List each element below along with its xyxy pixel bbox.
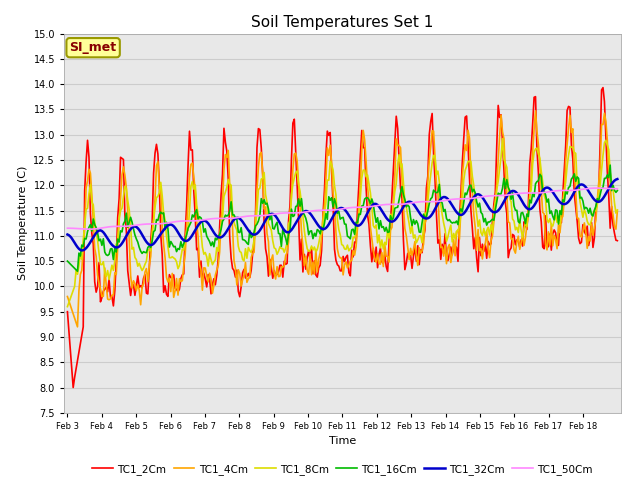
TC1_2Cm: [63, 309, 71, 314]
TC1_16Cm: [74, 268, 81, 274]
TC1_16Cm: [612, 190, 620, 195]
TC1_50Cm: [612, 186, 620, 192]
TC1_2Cm: [84, 137, 92, 143]
TC1_8Cm: [614, 207, 621, 213]
TC1_50Cm: [348, 204, 356, 210]
TC1_2Cm: [599, 85, 607, 91]
TC1_2Cm: [457, 191, 465, 197]
TC1_32Cm: [614, 176, 621, 182]
TC1_50Cm: [457, 196, 465, 202]
X-axis label: Time: Time: [329, 436, 356, 446]
TC1_16Cm: [101, 249, 109, 255]
Line: TC1_2Cm: TC1_2Cm: [67, 88, 618, 387]
TC1_2Cm: [614, 238, 621, 243]
Line: TC1_16Cm: TC1_16Cm: [67, 165, 618, 271]
TC1_4Cm: [612, 226, 620, 232]
TC1_8Cm: [99, 259, 107, 264]
TC1_4Cm: [84, 178, 92, 183]
TC1_50Cm: [539, 190, 547, 195]
TC1_16Cm: [614, 188, 621, 193]
TC1_4Cm: [532, 108, 540, 114]
TC1_2Cm: [612, 237, 620, 243]
TC1_32Cm: [457, 212, 465, 218]
Y-axis label: Soil Temperature (C): Soil Temperature (C): [18, 166, 28, 280]
TC1_2Cm: [101, 287, 109, 292]
TC1_8Cm: [346, 246, 354, 252]
TC1_2Cm: [348, 247, 356, 253]
Title: Soil Temperatures Set 1: Soil Temperatures Set 1: [252, 15, 433, 30]
TC1_32Cm: [539, 188, 547, 193]
Line: TC1_4Cm: TC1_4Cm: [67, 111, 618, 327]
TC1_50Cm: [101, 225, 109, 230]
TC1_8Cm: [499, 136, 506, 142]
TC1_4Cm: [63, 294, 71, 300]
Line: TC1_8Cm: TC1_8Cm: [67, 139, 618, 307]
TC1_50Cm: [614, 186, 621, 192]
Text: SI_met: SI_met: [70, 41, 116, 54]
TC1_32Cm: [101, 231, 109, 237]
TC1_16Cm: [84, 228, 92, 234]
TC1_16Cm: [606, 162, 614, 168]
Line: TC1_50Cm: TC1_50Cm: [67, 188, 618, 229]
TC1_2Cm: [539, 244, 547, 250]
TC1_50Cm: [85, 226, 93, 232]
TC1_50Cm: [63, 225, 71, 231]
TC1_50Cm: [592, 185, 600, 191]
TC1_4Cm: [348, 258, 356, 264]
TC1_16Cm: [63, 258, 71, 264]
TC1_8Cm: [83, 206, 90, 212]
TC1_4Cm: [540, 211, 548, 216]
TC1_16Cm: [539, 189, 547, 195]
TC1_4Cm: [457, 207, 465, 213]
TC1_8Cm: [63, 304, 71, 310]
TC1_32Cm: [84, 243, 92, 249]
Legend: TC1_2Cm, TC1_4Cm, TC1_8Cm, TC1_16Cm, TC1_32Cm, TC1_50Cm: TC1_2Cm, TC1_4Cm, TC1_8Cm, TC1_16Cm, TC1…: [88, 460, 596, 479]
TC1_50Cm: [83, 226, 90, 232]
TC1_2Cm: [69, 384, 77, 390]
TC1_32Cm: [348, 217, 356, 223]
TC1_4Cm: [74, 324, 81, 330]
TC1_4Cm: [614, 208, 621, 214]
Line: TC1_32Cm: TC1_32Cm: [67, 179, 618, 251]
TC1_16Cm: [457, 206, 465, 212]
TC1_32Cm: [63, 232, 71, 238]
TC1_32Cm: [78, 248, 86, 253]
TC1_8Cm: [539, 179, 547, 185]
TC1_4Cm: [101, 265, 109, 271]
TC1_8Cm: [611, 200, 618, 206]
TC1_8Cm: [456, 223, 463, 229]
TC1_16Cm: [348, 227, 356, 233]
TC1_32Cm: [611, 178, 618, 183]
